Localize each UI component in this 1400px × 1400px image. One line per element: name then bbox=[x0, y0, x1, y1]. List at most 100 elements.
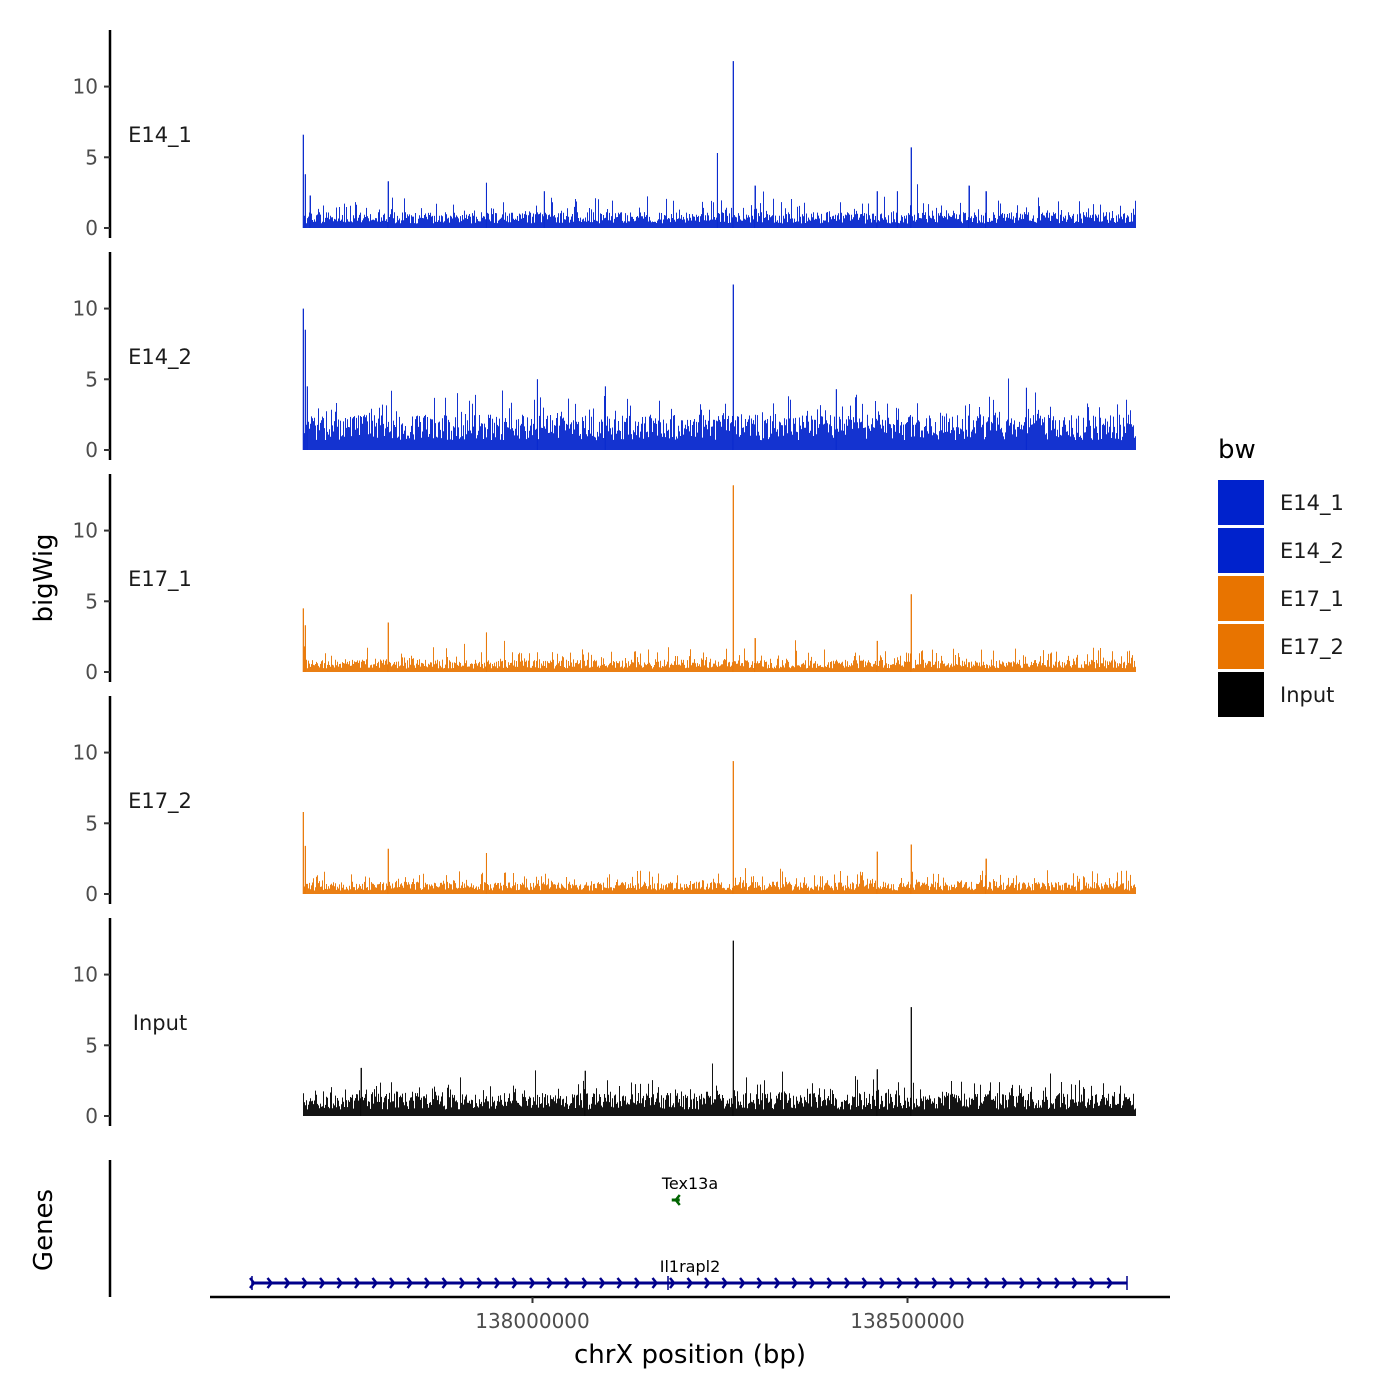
strand-arrow bbox=[616, 1277, 624, 1289]
y-axis-title-bigwig: bigWig bbox=[29, 533, 59, 622]
y-tick-label: 0 bbox=[85, 1104, 98, 1128]
track-panel-e17_2: 0 5 10 E17_2 bbox=[73, 696, 1136, 906]
strand-arrow bbox=[861, 1277, 869, 1289]
tracks-layer: 0 5 10 E14_1 0 5 10 E14_2 0 5 10 E17_1 0 5 10 E17_2 0 5 10… bbox=[73, 30, 1136, 1128]
legend-label: E14_1 bbox=[1280, 491, 1344, 516]
legend-swatch bbox=[1218, 576, 1264, 621]
legend-swatch bbox=[1218, 624, 1264, 669]
strand-arrow bbox=[529, 1277, 536, 1289]
gene-il1rapl2: Il1rapl2 bbox=[249, 1257, 1128, 1290]
gene-label: Il1rapl2 bbox=[660, 1257, 721, 1276]
track-label: E17_1 bbox=[128, 567, 192, 592]
legend-item-e17_2: E17_2 bbox=[1218, 624, 1344, 669]
track-panel-input: 0 5 10 Input bbox=[73, 918, 1136, 1128]
strand-arrow bbox=[739, 1277, 746, 1289]
signal-area-e17_1 bbox=[303, 485, 1136, 672]
strand-arrow bbox=[756, 1277, 764, 1289]
strand-arrow bbox=[1001, 1277, 1009, 1289]
strand-arrow bbox=[809, 1277, 816, 1289]
strand-arrow bbox=[371, 1277, 379, 1289]
legend-title: bw bbox=[1218, 435, 1256, 465]
strand-arrow bbox=[966, 1277, 974, 1289]
y-tick-label: 5 bbox=[85, 1033, 98, 1057]
y-tick-label: 10 bbox=[73, 75, 98, 99]
signal-area-e14_1 bbox=[303, 61, 1136, 228]
x-axis-title: chrX position (bp) bbox=[574, 1340, 806, 1370]
strand-arrow bbox=[564, 1277, 571, 1289]
strand-arrow bbox=[354, 1277, 361, 1289]
signal-area-e14_2 bbox=[303, 284, 1136, 450]
strand-arrow bbox=[389, 1277, 396, 1289]
strand-arrow bbox=[704, 1277, 711, 1289]
y-tick-label: 10 bbox=[73, 297, 98, 321]
legend-item-e17_1: E17_1 bbox=[1218, 576, 1344, 621]
strand-arrow bbox=[949, 1277, 956, 1289]
y-tick-label: 10 bbox=[73, 741, 98, 765]
strand-arrow bbox=[336, 1277, 344, 1289]
strand-arrow bbox=[1089, 1277, 1096, 1289]
gene-label: Tex13a bbox=[661, 1174, 718, 1193]
strand-arrow bbox=[406, 1277, 414, 1289]
legend-item-e14_2: E14_2 bbox=[1218, 528, 1344, 573]
strand-arrow bbox=[1054, 1277, 1061, 1289]
y-tick-label: 0 bbox=[85, 438, 98, 462]
track-label: E17_2 bbox=[128, 789, 192, 814]
legend: bw E14_1 E14_2 E17_1 E17_2 Input bbox=[1218, 435, 1344, 717]
legend-swatch bbox=[1218, 480, 1264, 525]
track-label: Input bbox=[133, 1011, 187, 1035]
strand-arrow bbox=[879, 1277, 886, 1289]
legend-label: E17_1 bbox=[1280, 587, 1344, 612]
y-tick-label: 5 bbox=[85, 367, 98, 391]
legend-swatch bbox=[1218, 528, 1264, 573]
strand-arrow bbox=[774, 1277, 781, 1289]
strand-arrow bbox=[669, 1277, 676, 1289]
strand-arrow bbox=[674, 1194, 681, 1206]
strand-arrow bbox=[984, 1277, 991, 1289]
strand-arrow bbox=[441, 1277, 449, 1289]
strand-arrow bbox=[301, 1277, 309, 1289]
signal-area-input bbox=[303, 940, 1136, 1116]
legend-item-e14_1: E14_1 bbox=[1218, 480, 1344, 525]
gene-tex13a: Tex13a bbox=[661, 1174, 718, 1206]
strand-arrow bbox=[1106, 1277, 1114, 1289]
x-tick-label: 138500000 bbox=[850, 1309, 965, 1333]
legend-swatch bbox=[1218, 672, 1264, 717]
x-tick-label: 138000000 bbox=[475, 1309, 590, 1333]
strand-arrow bbox=[546, 1277, 554, 1289]
strand-arrow bbox=[686, 1277, 694, 1289]
legend-label: E17_2 bbox=[1280, 635, 1344, 660]
strand-arrow bbox=[791, 1277, 799, 1289]
strand-arrow bbox=[826, 1277, 834, 1289]
y-tick-label: 10 bbox=[73, 519, 98, 543]
x-axis: 138000000 138500000 bbox=[210, 1295, 1170, 1333]
strand-arrow bbox=[476, 1277, 484, 1289]
strand-arrow bbox=[266, 1277, 274, 1289]
y-tick-label: 5 bbox=[85, 145, 98, 169]
legend-label: E14_2 bbox=[1280, 539, 1344, 564]
legend-items: E14_1 E14_2 E17_1 E17_2 Input bbox=[1218, 480, 1344, 717]
strand-arrow bbox=[651, 1277, 659, 1289]
track-label: E14_1 bbox=[128, 123, 192, 148]
track-panel-e14_2: 0 5 10 E14_2 bbox=[73, 252, 1136, 462]
y-axis-title-genes: Genes bbox=[29, 1189, 59, 1271]
strand-arrow bbox=[319, 1277, 326, 1289]
strand-arrow bbox=[721, 1277, 729, 1289]
y-tick-label: 0 bbox=[85, 882, 98, 906]
strand-arrow bbox=[581, 1277, 589, 1289]
strand-arrow bbox=[284, 1277, 291, 1289]
strand-arrow bbox=[1019, 1277, 1026, 1289]
legend-item-input: Input bbox=[1218, 672, 1334, 717]
track-panel-e17_1: 0 5 10 E17_1 bbox=[73, 474, 1136, 684]
strand-arrow bbox=[459, 1277, 466, 1289]
strand-arrow bbox=[1071, 1277, 1079, 1289]
y-tick-label: 5 bbox=[85, 589, 98, 613]
strand-arrow bbox=[494, 1277, 501, 1289]
y-tick-label: 0 bbox=[85, 216, 98, 240]
y-tick-label: 0 bbox=[85, 660, 98, 684]
strand-arrow bbox=[599, 1277, 606, 1289]
signal-area-e17_2 bbox=[303, 761, 1136, 894]
strand-arrow bbox=[634, 1277, 641, 1289]
strand-arrow bbox=[931, 1277, 939, 1289]
track-label: E14_2 bbox=[128, 345, 192, 370]
strand-arrow bbox=[914, 1277, 921, 1289]
